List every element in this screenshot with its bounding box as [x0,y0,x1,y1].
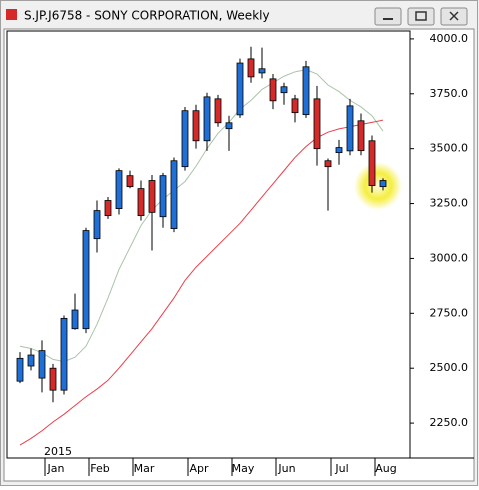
candle-body [280,86,288,94]
candle-body [71,309,79,330]
close-icon [449,11,459,21]
candle-body [27,354,35,367]
candle-body [346,105,354,152]
minimize-button[interactable] [374,7,402,26]
candle-body [214,98,222,124]
maximize-button[interactable] [407,7,435,26]
y-tick-label: 3000.0 [430,251,469,264]
candle-body [225,122,233,130]
y-tick-label: 3750.0 [430,87,469,100]
year-label: 2015 [44,445,72,458]
candle-body [104,200,112,217]
candle-body [324,160,332,168]
candle-body [49,367,57,391]
x-tick-label: Feb [90,462,109,475]
candle-body [247,58,255,78]
x-tick-label: Jun [277,462,295,475]
candle-body [269,78,277,102]
moving-average [19,119,384,446]
candle-body [93,210,101,240]
y-tick-label: 2500.0 [430,361,469,374]
candle-body [181,110,189,168]
moving-average [19,69,384,363]
candle-body [335,147,343,154]
y-tick-label: 3500.0 [430,142,469,155]
x-tick-label: Apr [189,462,209,475]
window-title: S.JP.J6758 - SONY CORPORATION, Weekly [24,9,270,23]
candle-body [379,180,387,188]
y-tick-label: 2750.0 [430,306,469,319]
candle-body [302,66,310,116]
candle-body [82,230,90,330]
x-tick-label: Jan [47,462,65,475]
candle-body [291,98,299,114]
candle-body [137,188,145,217]
candle-body [357,120,365,152]
maximize-icon [415,11,427,21]
x-tick-label: May [232,462,255,475]
candle-body [258,68,266,74]
y-tick-label: 3250.0 [430,197,469,210]
candle-body [16,357,24,382]
plot-area [6,30,411,459]
candle-body [170,160,178,229]
candle-body [159,175,167,218]
candle-body [148,180,156,213]
y-tick-label: 2250.0 [430,416,469,429]
candle-body [115,170,123,210]
candle-body [60,317,68,391]
x-tick-label: Mar [134,462,155,475]
candle-body [236,62,244,116]
candle-body [126,175,134,188]
candle-body [368,140,376,186]
candle-body [38,350,46,379]
x-tick-label: Jul [334,462,348,475]
highlight-glow [354,162,402,210]
window-icon [6,9,17,20]
candle-body [203,96,211,142]
x-tick-label: Aug [375,462,396,475]
candle-body [313,98,321,150]
candle-body [192,110,200,142]
y-tick-label: 4000.0 [430,32,469,45]
